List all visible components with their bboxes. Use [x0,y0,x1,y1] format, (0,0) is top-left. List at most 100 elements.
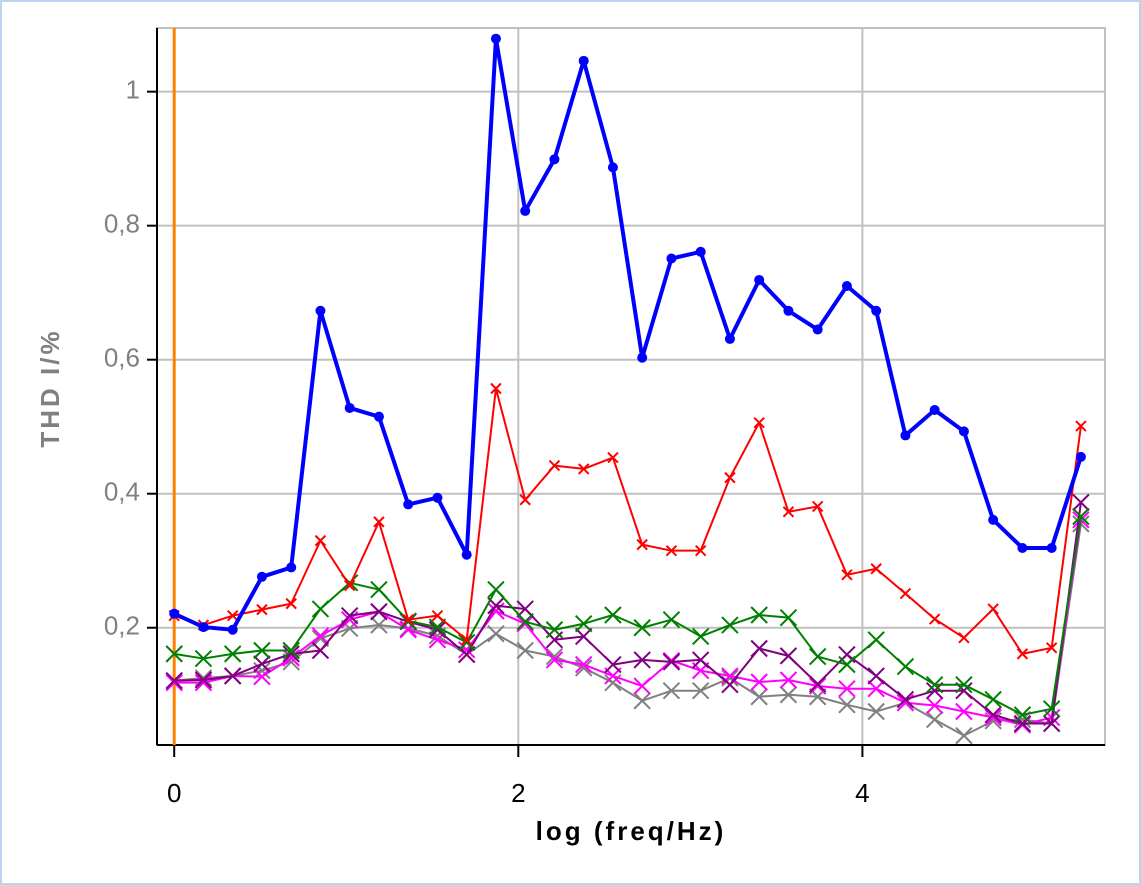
point [226,609,239,622]
point [227,624,238,635]
point [838,680,856,698]
point [457,633,476,652]
point [428,621,447,639]
point [315,305,326,316]
point [223,667,242,685]
point [925,696,944,715]
point [637,352,648,363]
point [574,615,593,633]
point [516,600,534,618]
point [340,606,359,625]
point [282,641,300,660]
point [871,305,882,316]
point [721,669,739,687]
point [253,667,271,686]
point [285,597,297,610]
point [750,688,768,706]
point [402,613,414,626]
point [984,708,1002,727]
point [1013,706,1032,724]
series-line [174,523,1082,737]
point [870,563,882,575]
point [428,618,447,636]
series-line [173,387,1082,655]
point [988,514,999,525]
point [662,682,681,700]
point [253,641,271,660]
point [955,702,973,721]
point [691,651,710,669]
x-tick-label: 4 [855,778,869,808]
point [955,726,973,745]
point [662,653,681,671]
point [1072,507,1090,526]
point [867,702,885,721]
y-axis-label: THD I/% [35,328,65,447]
point [695,246,706,257]
y-tick-label: 0,6 [104,343,140,373]
point [811,500,824,513]
series-line [174,519,1082,726]
x-tick-label: 2 [511,778,525,808]
point [604,655,622,674]
point [662,610,681,629]
y-tick-label: 0,4 [104,477,140,507]
point [750,673,768,691]
point [256,571,267,582]
point [516,612,534,631]
point [1016,648,1029,660]
point [607,162,618,173]
point [194,649,213,668]
point [928,613,941,625]
point [519,494,531,506]
point [929,404,940,415]
point [633,692,651,710]
point [984,690,1002,709]
point [373,411,384,422]
point [574,655,593,674]
point [549,154,560,165]
point [1075,420,1087,432]
point [721,667,739,685]
point [750,639,768,658]
point [165,671,183,690]
point [754,274,765,285]
point [867,667,885,685]
point [838,696,856,714]
point [724,471,736,484]
point [490,33,501,44]
point [574,659,593,677]
x-tick-label: 0 [167,778,181,808]
point [987,603,999,615]
point [900,430,911,441]
point [520,205,531,216]
point [516,615,534,633]
point [198,622,209,633]
point [633,651,651,669]
point [779,671,798,689]
point [253,655,271,673]
point [370,616,388,634]
point [721,616,739,634]
point [256,603,268,616]
y-tick-label: 1 [126,75,140,105]
point [841,280,852,291]
point [370,602,388,621]
point [311,641,330,660]
point [984,706,1002,724]
point [578,55,589,66]
point [490,382,502,395]
point [665,544,678,557]
point [194,673,213,692]
point [779,608,798,627]
point [461,549,472,560]
point [282,645,300,663]
point [783,305,794,316]
point [925,710,944,729]
series-line [174,516,1082,716]
point [432,492,443,503]
point [721,675,739,694]
point [838,655,856,674]
point [1045,642,1058,654]
